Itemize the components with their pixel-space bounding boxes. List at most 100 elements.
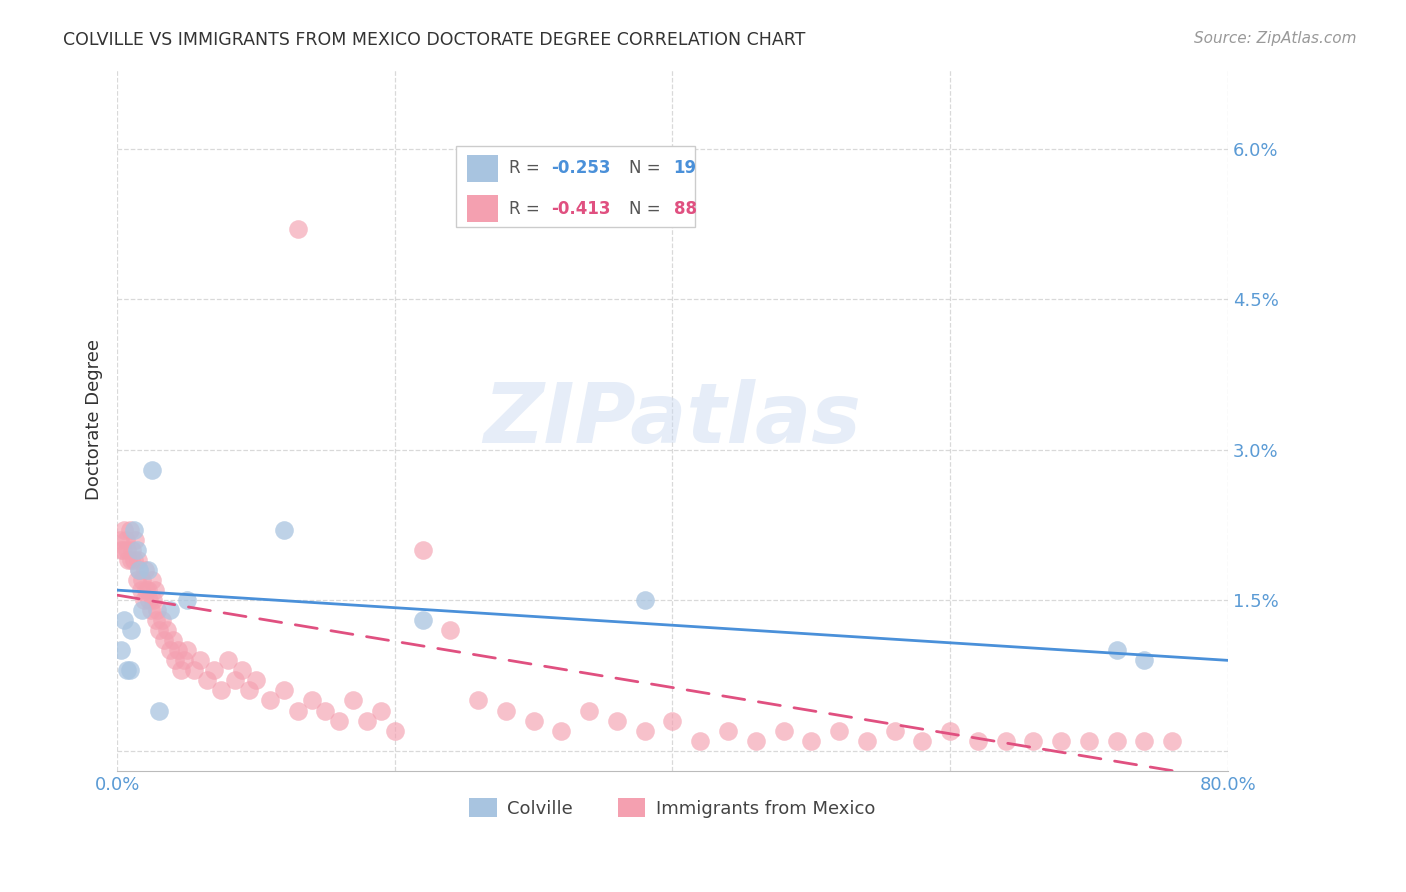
Text: N =: N = bbox=[628, 160, 666, 178]
Point bbox=[634, 723, 657, 738]
Point bbox=[141, 463, 163, 477]
Point bbox=[170, 664, 193, 678]
Point bbox=[994, 733, 1017, 747]
Point bbox=[115, 664, 138, 678]
Text: R =: R = bbox=[509, 160, 546, 178]
Point bbox=[143, 583, 166, 598]
Point bbox=[138, 593, 160, 607]
Point bbox=[939, 723, 962, 738]
Point bbox=[118, 664, 141, 678]
FancyBboxPatch shape bbox=[467, 155, 498, 182]
Point bbox=[1133, 733, 1156, 747]
Point bbox=[1133, 653, 1156, 667]
Point bbox=[131, 603, 153, 617]
Point bbox=[146, 603, 169, 617]
Point bbox=[108, 533, 131, 547]
Point bbox=[384, 723, 406, 738]
Text: R =: R = bbox=[509, 200, 546, 218]
FancyBboxPatch shape bbox=[456, 145, 695, 227]
Point bbox=[745, 733, 768, 747]
Point bbox=[159, 643, 181, 657]
Point bbox=[439, 624, 461, 638]
Point bbox=[209, 683, 232, 698]
Point bbox=[127, 553, 149, 567]
Point bbox=[120, 624, 142, 638]
Point bbox=[121, 543, 143, 558]
Point bbox=[128, 563, 150, 577]
Point bbox=[148, 704, 170, 718]
Point bbox=[110, 543, 132, 558]
Point bbox=[118, 523, 141, 537]
Text: 88: 88 bbox=[673, 200, 696, 218]
Text: Source: ZipAtlas.com: Source: ZipAtlas.com bbox=[1194, 31, 1357, 46]
Point bbox=[523, 714, 546, 728]
Point bbox=[115, 543, 138, 558]
Text: 19: 19 bbox=[673, 160, 697, 178]
Text: -0.413: -0.413 bbox=[551, 200, 612, 218]
Point bbox=[117, 553, 139, 567]
Legend: Colville, Immigrants from Mexico: Colville, Immigrants from Mexico bbox=[463, 791, 883, 825]
Point bbox=[156, 624, 179, 638]
Point bbox=[122, 523, 145, 537]
Point bbox=[800, 733, 823, 747]
Point bbox=[132, 593, 155, 607]
Point bbox=[141, 573, 163, 587]
Point bbox=[125, 573, 148, 587]
Point bbox=[162, 633, 184, 648]
Point bbox=[135, 583, 157, 598]
Point bbox=[328, 714, 350, 728]
Text: -0.253: -0.253 bbox=[551, 160, 612, 178]
Point bbox=[245, 673, 267, 688]
Point bbox=[111, 543, 134, 558]
Point bbox=[550, 723, 572, 738]
Point bbox=[238, 683, 260, 698]
Point bbox=[136, 563, 159, 577]
Point bbox=[911, 733, 934, 747]
Point bbox=[856, 733, 879, 747]
Point bbox=[342, 693, 364, 707]
Point bbox=[110, 643, 132, 657]
Point bbox=[124, 533, 146, 547]
Point bbox=[606, 714, 628, 728]
Point bbox=[301, 693, 323, 707]
Point bbox=[772, 723, 794, 738]
Point bbox=[1105, 733, 1128, 747]
Point bbox=[142, 593, 165, 607]
Point bbox=[273, 683, 295, 698]
Point bbox=[224, 673, 246, 688]
Point bbox=[183, 664, 205, 678]
Point bbox=[634, 593, 657, 607]
Point bbox=[176, 643, 198, 657]
Point bbox=[176, 593, 198, 607]
Point bbox=[287, 704, 309, 718]
Point bbox=[114, 533, 136, 547]
Point bbox=[883, 723, 905, 738]
Point bbox=[202, 664, 225, 678]
Y-axis label: Doctorate Degree: Doctorate Degree bbox=[86, 339, 103, 500]
Point bbox=[412, 543, 434, 558]
Point bbox=[967, 733, 990, 747]
Point bbox=[167, 643, 190, 657]
Point bbox=[159, 603, 181, 617]
Point bbox=[273, 523, 295, 537]
Point bbox=[495, 704, 517, 718]
Point bbox=[120, 553, 142, 567]
Point bbox=[112, 523, 135, 537]
Text: N =: N = bbox=[628, 200, 666, 218]
Point bbox=[190, 653, 212, 667]
Text: ZIPatlas: ZIPatlas bbox=[484, 379, 862, 460]
Point bbox=[1050, 733, 1073, 747]
Point bbox=[112, 613, 135, 627]
Point bbox=[689, 733, 711, 747]
Text: COLVILLE VS IMMIGRANTS FROM MEXICO DOCTORATE DEGREE CORRELATION CHART: COLVILLE VS IMMIGRANTS FROM MEXICO DOCTO… bbox=[63, 31, 806, 49]
Point bbox=[125, 543, 148, 558]
Point bbox=[231, 664, 253, 678]
Point bbox=[1022, 733, 1045, 747]
Point bbox=[578, 704, 600, 718]
Point bbox=[197, 673, 219, 688]
Point bbox=[134, 563, 156, 577]
Point bbox=[148, 624, 170, 638]
Point bbox=[217, 653, 239, 667]
Point bbox=[129, 583, 152, 598]
Point bbox=[131, 573, 153, 587]
